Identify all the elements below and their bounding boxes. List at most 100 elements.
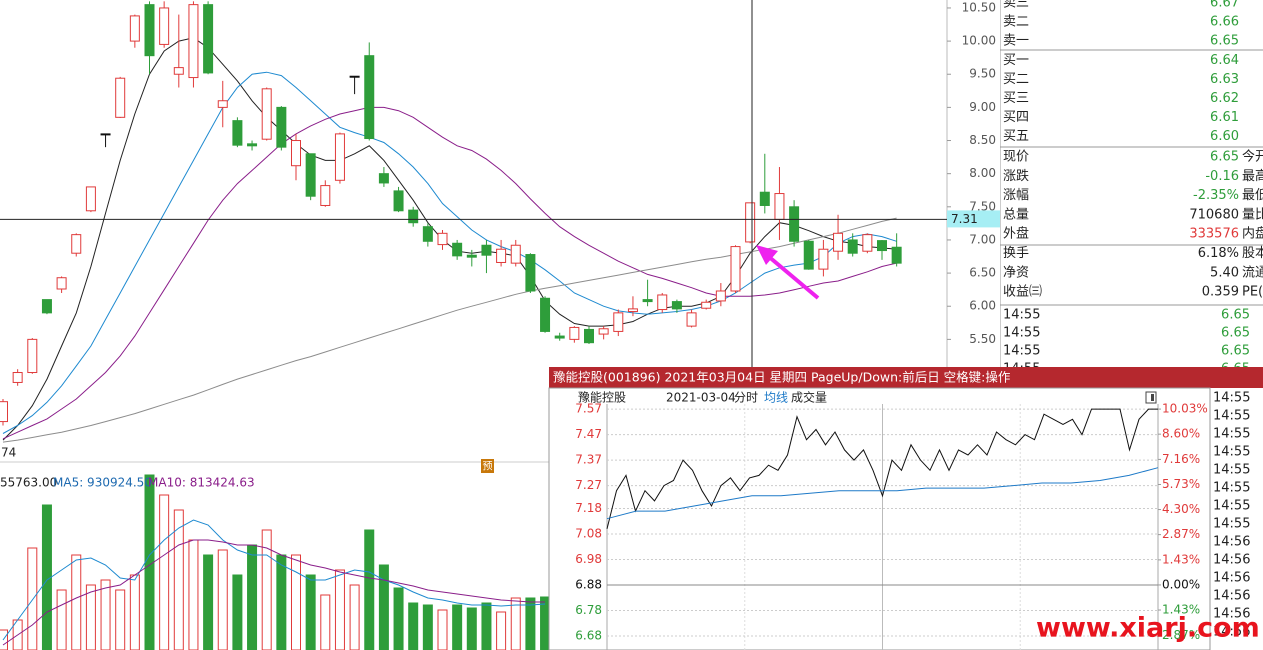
time-entry: 14:55 — [1213, 427, 1250, 442]
corner-label: 74 — [1, 446, 16, 460]
candle-body — [173, 67, 184, 75]
candle-body — [115, 77, 126, 118]
candle-body — [27, 338, 38, 374]
candle-body — [232, 120, 243, 146]
candle-body — [642, 299, 653, 303]
candle-body — [686, 312, 697, 327]
y-tick-label: 5.50 — [969, 332, 996, 346]
candle-body — [481, 244, 492, 256]
candle-body — [71, 234, 82, 254]
order-label: 买四 — [1003, 110, 1029, 125]
annotation-arrowhead — [756, 245, 778, 265]
order-price: 6.65 — [1210, 34, 1239, 49]
y-tick-label: 6.78 — [575, 603, 602, 617]
candle-body — [496, 248, 507, 263]
volume-bar — [115, 589, 126, 650]
candle-body — [85, 186, 96, 212]
quote-value: 333576 — [1189, 227, 1239, 242]
ma-line — [2, 71, 897, 434]
quote-label: 净资 — [1003, 265, 1029, 280]
candle-body — [877, 240, 887, 252]
time-entry: 14:55 — [1213, 517, 1250, 532]
volume-bar — [334, 569, 345, 650]
trade-price: 6.65 — [1221, 308, 1250, 323]
y-tick-label: 9.00 — [969, 100, 996, 114]
y2-tick-label: 1.43% — [1162, 603, 1200, 617]
order-price: 6.64 — [1210, 53, 1239, 68]
volume-bar — [408, 602, 419, 650]
crosshair-label: 7.31 — [951, 212, 978, 226]
volume-legend: MA5: 930924.50 — [53, 476, 152, 490]
time-entry: 14:56 — [1213, 607, 1250, 622]
ma-line — [2, 37, 897, 441]
candle-body — [818, 248, 829, 270]
candle-body — [657, 294, 668, 311]
candle-body — [598, 328, 609, 335]
y-tick-label: 6.50 — [969, 266, 996, 280]
candle-body — [291, 140, 301, 167]
y2-tick-label: 10.03% — [1162, 402, 1208, 416]
volume-ma-line — [2, 539, 546, 646]
quote-label: 换手 — [1003, 246, 1029, 261]
intraday-line — [606, 467, 1159, 520]
candle-body — [100, 133, 111, 136]
volume-ma-line — [2, 519, 546, 641]
ma-line — [2, 106, 897, 440]
marker-text: 预 — [483, 461, 493, 473]
trade-price: 6.65 — [1221, 362, 1250, 377]
candle-body — [540, 297, 551, 332]
y-tick-label: 7.00 — [969, 232, 996, 246]
time-entry: 14:55 — [1213, 391, 1250, 406]
popup-header-item: 2021-03-04 — [666, 391, 736, 405]
y2-tick-label: 0.00% — [1162, 577, 1200, 591]
quote-panel: 卖三 6.67 卖二 6.66 卖一 6.65 买一 6.64 买二 6.63 买三 6.62 买四 6.… — [1000, 0, 1263, 377]
volume-bar — [466, 607, 477, 650]
candle-body — [144, 4, 155, 57]
intraday-popup: 豫能控股(001896) 2021年03月04日 星期四 PageUp/Down… — [548, 367, 1263, 650]
time-entry: 14:56 — [1213, 625, 1250, 640]
candle-body — [774, 193, 785, 220]
trade-time: 14:55 — [1003, 308, 1040, 323]
volume-bar — [525, 597, 536, 650]
trade-time: 14:55 — [1003, 362, 1040, 377]
candle-body — [305, 153, 316, 197]
volume-bar — [0, 629, 8, 650]
y2-tick-label: 1.43% — [1162, 552, 1200, 566]
quote-value: 6.18% — [1198, 246, 1239, 261]
quote-label: 现价 — [1003, 150, 1029, 165]
candle-body — [364, 55, 375, 140]
order-label: 买三 — [1003, 91, 1029, 106]
popup-icon-detail — [1151, 394, 1154, 401]
quote-extra: 最低 — [1242, 188, 1263, 203]
popup-header-item: 豫能控股 — [578, 391, 626, 405]
y2-tick-label: 8.60% — [1162, 427, 1200, 441]
quote-label: 涨幅 — [1003, 188, 1029, 203]
y2-tick-label: 7.16% — [1162, 452, 1200, 466]
candle-body — [56, 277, 67, 290]
volume-bar — [364, 529, 375, 650]
volume-bar — [129, 574, 140, 650]
quote-value: 710680 — [1189, 207, 1239, 222]
volume-bar — [261, 529, 272, 650]
candle-body — [437, 232, 448, 246]
volume-bar — [247, 544, 258, 650]
volume-bar — [232, 574, 243, 650]
order-label: 卖三 — [1003, 0, 1029, 11]
candle-body — [671, 301, 682, 310]
quote-label: 涨跌 — [1003, 168, 1029, 184]
trade-price: 6.65 — [1221, 326, 1250, 341]
candle-body — [41, 299, 52, 314]
candle-body — [349, 75, 360, 78]
volume-bar — [27, 547, 38, 650]
candle-body — [217, 100, 228, 108]
annotation-arrow — [766, 254, 820, 300]
candle-body — [847, 239, 858, 254]
volume-bar — [452, 604, 463, 650]
popup-title: 豫能控股(001896) 2021年03月04日 星期四 PageUp/Down… — [553, 370, 1011, 385]
volume-bar — [378, 564, 389, 650]
volume-bar — [188, 539, 199, 650]
candle-body — [276, 106, 287, 148]
order-label: 买五 — [1003, 129, 1029, 144]
